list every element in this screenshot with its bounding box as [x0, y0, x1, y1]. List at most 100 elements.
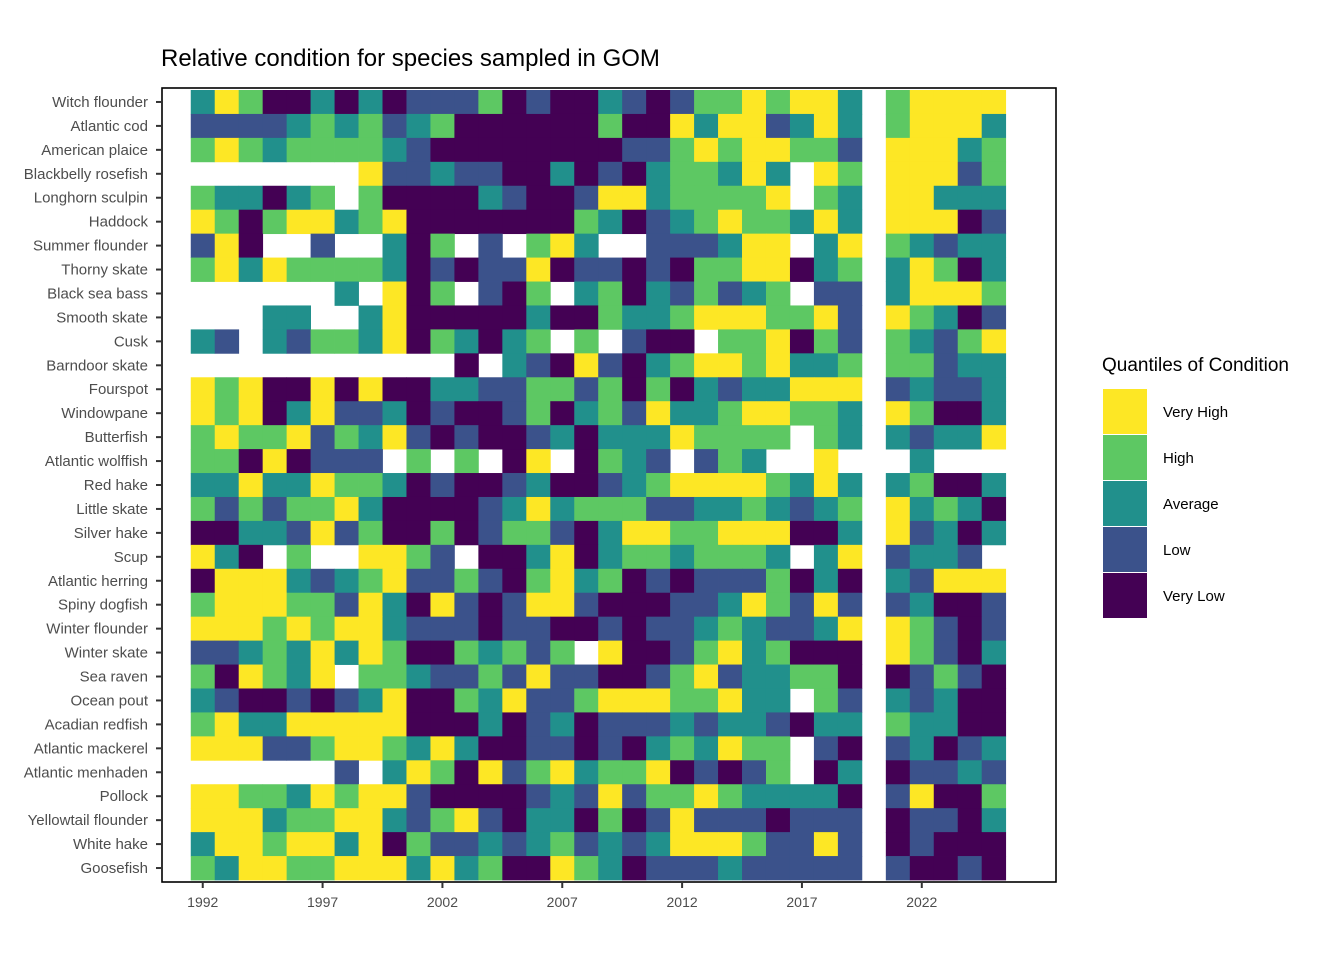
heatmap-cell	[694, 832, 719, 857]
heatmap-cell	[286, 329, 311, 354]
heatmap-cell	[789, 305, 815, 330]
heatmap-cell	[430, 712, 455, 737]
heatmap-cell	[214, 712, 240, 737]
heatmap-cell	[526, 90, 551, 115]
heatmap-cell	[286, 185, 311, 211]
heatmap-cell	[406, 544, 431, 570]
heatmap-cell	[813, 353, 839, 378]
heatmap-cell	[670, 377, 695, 402]
heatmap-cell	[478, 90, 503, 115]
heatmap-cell	[957, 688, 983, 713]
heatmap-cell	[310, 401, 335, 426]
heatmap-cell	[334, 640, 359, 665]
heatmap-cell	[550, 425, 575, 450]
heatmap-cell	[310, 496, 335, 522]
heatmap-cell	[909, 496, 935, 522]
heatmap-cell	[262, 137, 288, 163]
heatmap-cell	[310, 90, 335, 115]
heatmap-cell	[885, 281, 911, 306]
heatmap-cell	[358, 712, 383, 737]
heatmap-cell	[718, 137, 743, 163]
heatmap-cell	[190, 185, 216, 211]
heatmap-cell	[238, 377, 264, 402]
heatmap-cell	[382, 281, 407, 306]
heatmap-cell	[957, 161, 983, 187]
heatmap-cell	[214, 449, 240, 474]
heatmap-cell	[837, 353, 863, 378]
heatmap-cell	[837, 185, 863, 211]
heatmap-cell	[310, 736, 335, 761]
heatmap-cell	[765, 808, 791, 833]
heatmap-cell	[670, 520, 695, 546]
heatmap-cell	[646, 784, 671, 809]
heatmap-cell	[454, 784, 479, 809]
heatmap-cell	[694, 496, 719, 522]
heatmap-cell	[358, 185, 383, 211]
heatmap-cell	[502, 496, 527, 522]
heatmap-cell	[382, 137, 407, 163]
heatmap-cell	[238, 544, 264, 570]
heatmap-cell	[406, 616, 431, 642]
heatmap-cell	[526, 473, 551, 498]
heatmap-cell	[190, 473, 216, 498]
heatmap-cell	[238, 616, 264, 642]
heatmap-cell	[718, 90, 743, 115]
heatmap-cell	[430, 161, 455, 187]
heatmap-cell	[622, 449, 647, 474]
heatmap-cell	[550, 305, 575, 330]
heatmap-cell	[909, 856, 935, 881]
heatmap-cell	[909, 544, 935, 570]
heatmap-cell	[598, 760, 623, 785]
heatmap-cell	[718, 329, 743, 354]
heatmap-cell	[454, 616, 479, 642]
heatmap-cell	[909, 425, 935, 450]
heatmap-cell	[406, 209, 431, 235]
heatmap-cell	[406, 496, 431, 522]
heatmap-cell	[238, 90, 264, 115]
heatmap-cell	[718, 496, 743, 522]
heatmap-cell	[837, 425, 863, 450]
heatmap-cell	[885, 760, 911, 785]
heatmap-cell	[502, 449, 527, 474]
heatmap-cell	[598, 832, 623, 857]
heatmap-cell	[837, 856, 863, 881]
heatmap-cell	[478, 784, 503, 809]
heatmap-cell	[718, 449, 743, 474]
heatmap-cell	[957, 233, 983, 258]
heatmap-cell	[598, 616, 623, 642]
heatmap-cell	[909, 832, 935, 857]
heatmap-cell	[358, 329, 383, 354]
heatmap-cell	[262, 592, 288, 618]
heatmap-cell	[574, 520, 599, 546]
heatmap-cell	[406, 449, 431, 474]
heatmap-cell	[813, 784, 839, 809]
heatmap-cell	[502, 113, 527, 139]
heatmap-cell	[238, 496, 264, 522]
heatmap-cell	[382, 473, 407, 498]
heatmap-cell	[382, 90, 407, 115]
heatmap-cell	[957, 257, 983, 282]
heatmap-cell	[742, 377, 767, 402]
heatmap-cell	[550, 568, 575, 594]
y-tick-label: Atlantic herring	[48, 573, 148, 590]
heatmap-cell	[502, 377, 527, 402]
heatmap-cell	[765, 401, 791, 426]
heatmap-cell	[718, 784, 743, 809]
heatmap-cell	[885, 832, 911, 857]
heatmap-cell	[670, 425, 695, 450]
heatmap-cell	[598, 449, 623, 474]
heatmap-cell	[622, 712, 647, 737]
heatmap-cell	[478, 209, 503, 235]
heatmap-cell	[310, 712, 335, 737]
heatmap-cell	[190, 616, 216, 642]
heatmap-cell	[382, 568, 407, 594]
heatmap-cell	[598, 353, 623, 378]
heatmap-cell	[406, 233, 431, 258]
heatmap-cell	[909, 664, 935, 689]
heatmap-cell	[909, 568, 935, 594]
heatmap-cell	[454, 760, 479, 785]
heatmap-cell	[334, 329, 359, 354]
heatmap-cell	[550, 688, 575, 713]
heatmap-cell	[238, 736, 264, 761]
heatmap-cell	[214, 401, 240, 426]
